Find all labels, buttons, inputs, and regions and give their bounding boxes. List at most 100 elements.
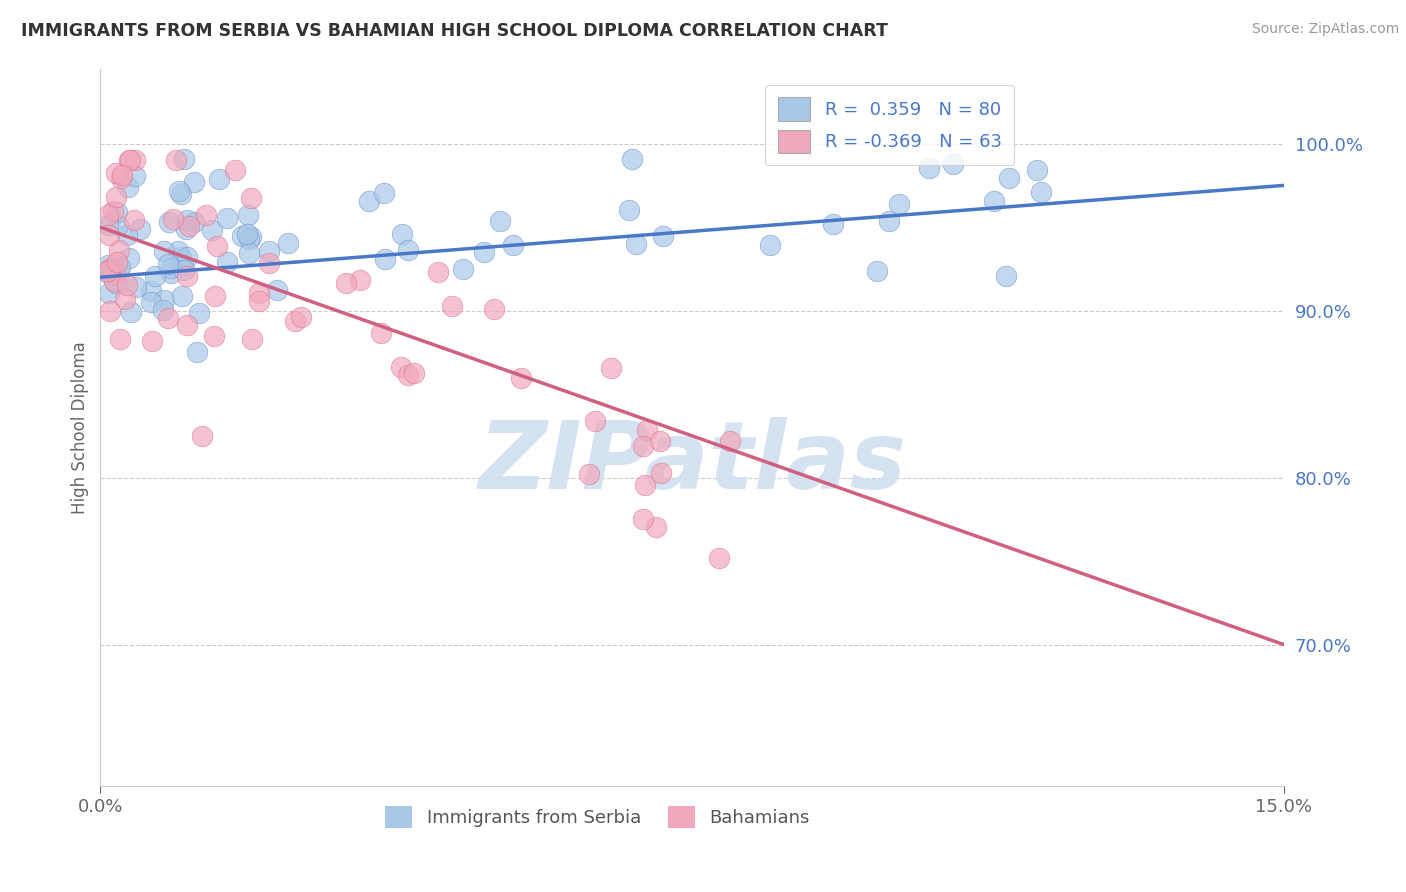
Point xyxy=(167,184,190,198)
Point xyxy=(349,273,371,287)
Point xyxy=(118,153,141,168)
Point xyxy=(277,235,299,250)
Point xyxy=(174,222,197,236)
Point xyxy=(877,213,900,227)
Point xyxy=(983,194,1005,209)
Point xyxy=(617,203,640,218)
Point xyxy=(942,157,965,171)
Point xyxy=(173,152,195,166)
Point xyxy=(257,256,280,270)
Point xyxy=(183,215,205,229)
Point xyxy=(157,214,180,228)
Point xyxy=(266,283,288,297)
Point xyxy=(165,153,187,168)
Point xyxy=(104,267,127,281)
Point xyxy=(489,214,512,228)
Point xyxy=(396,243,419,257)
Point xyxy=(391,227,413,241)
Point xyxy=(620,152,643,166)
Point xyxy=(100,261,122,276)
Point xyxy=(290,310,312,324)
Point xyxy=(190,429,212,443)
Legend: Immigrants from Serbia, Bahamians: Immigrants from Serbia, Bahamians xyxy=(378,798,817,835)
Point xyxy=(707,551,730,566)
Point xyxy=(644,520,666,534)
Point xyxy=(224,163,246,178)
Point xyxy=(176,212,198,227)
Point xyxy=(389,359,412,374)
Point xyxy=(170,250,193,264)
Point xyxy=(633,478,655,492)
Point xyxy=(1029,186,1052,200)
Point xyxy=(866,264,889,278)
Point xyxy=(156,311,179,326)
Point xyxy=(125,280,148,294)
Point xyxy=(918,161,941,175)
Point xyxy=(239,191,262,205)
Point xyxy=(426,265,449,279)
Point xyxy=(97,264,120,278)
Point xyxy=(1026,163,1049,178)
Point xyxy=(257,244,280,258)
Point xyxy=(998,170,1021,185)
Point xyxy=(183,175,205,189)
Point xyxy=(114,292,136,306)
Point xyxy=(631,439,654,453)
Point xyxy=(238,246,260,260)
Point xyxy=(117,179,139,194)
Point xyxy=(187,305,209,319)
Point xyxy=(108,266,131,280)
Point xyxy=(110,332,132,346)
Point xyxy=(472,244,495,259)
Point xyxy=(108,260,131,275)
Point xyxy=(600,361,623,376)
Point xyxy=(284,314,307,328)
Point xyxy=(162,212,184,227)
Point xyxy=(110,171,132,186)
Point xyxy=(129,221,152,235)
Point xyxy=(626,237,648,252)
Point xyxy=(404,366,426,380)
Point xyxy=(718,434,741,448)
Point xyxy=(172,258,194,272)
Point xyxy=(205,239,228,253)
Point xyxy=(105,254,128,268)
Point xyxy=(631,511,654,525)
Point xyxy=(124,212,146,227)
Point xyxy=(758,238,780,252)
Point xyxy=(167,244,190,259)
Point xyxy=(111,169,134,183)
Point xyxy=(152,303,174,318)
Point xyxy=(105,204,128,219)
Point xyxy=(374,252,396,267)
Point xyxy=(238,232,260,246)
Point xyxy=(583,414,606,428)
Point xyxy=(357,194,380,208)
Point xyxy=(238,208,260,222)
Point xyxy=(249,293,271,308)
Point xyxy=(98,227,121,242)
Point xyxy=(170,187,193,202)
Point xyxy=(204,289,226,303)
Point xyxy=(396,368,419,383)
Y-axis label: High School Diploma: High School Diploma xyxy=(72,341,89,514)
Point xyxy=(370,326,392,340)
Point xyxy=(124,169,146,183)
Point xyxy=(97,258,120,272)
Text: IMMIGRANTS FROM SERBIA VS BAHAMIAN HIGH SCHOOL DIPLOMA CORRELATION CHART: IMMIGRANTS FROM SERBIA VS BAHAMIAN HIGH … xyxy=(21,22,889,40)
Point xyxy=(105,190,128,204)
Point xyxy=(231,229,253,244)
Point xyxy=(176,318,198,332)
Point xyxy=(152,293,174,308)
Point xyxy=(994,268,1017,283)
Point xyxy=(104,166,127,180)
Point xyxy=(156,256,179,270)
Point xyxy=(103,204,125,219)
Point xyxy=(887,197,910,211)
Point xyxy=(823,217,845,231)
Point xyxy=(177,219,200,233)
Point xyxy=(176,268,198,283)
Point xyxy=(441,299,464,313)
Point xyxy=(648,434,671,448)
Point xyxy=(201,223,224,237)
